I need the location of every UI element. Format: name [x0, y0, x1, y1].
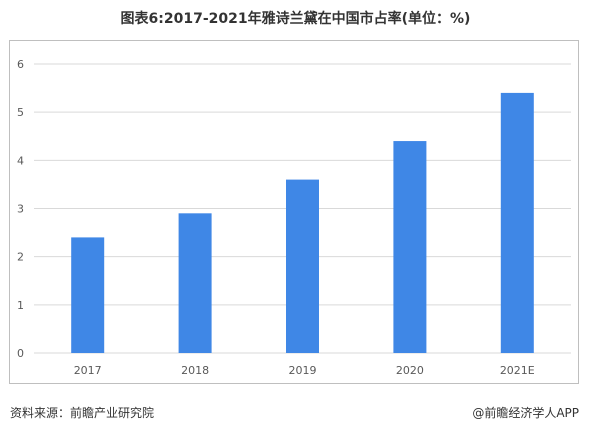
- y-tick-label: 4: [17, 154, 24, 167]
- y-tick-label: 5: [17, 106, 24, 119]
- bar-2021E: [500, 92, 534, 354]
- y-tick-label: 2: [17, 251, 24, 264]
- source-note: 资料来源：前瞻产业研究院: [10, 406, 155, 420]
- y-tick-label: 1: [17, 299, 24, 312]
- y-axis-ticks: 0 1 2 3 4 5 6: [17, 58, 24, 360]
- bars: [71, 92, 534, 354]
- x-tick-label: 2018: [181, 364, 209, 377]
- x-tick-label: 2021E: [500, 364, 535, 377]
- bar-2019: [286, 179, 319, 353]
- x-tick-label: 2019: [289, 364, 317, 377]
- y-tick-label: 6: [17, 58, 24, 71]
- x-tick-label: 2020: [396, 364, 424, 377]
- x-axis-ticks: 2017 2018 2019 2020 2021E: [74, 364, 535, 377]
- bar-2020: [393, 141, 427, 353]
- chart-title: 图表6:2017-2021年雅诗兰黛在中国市占率(单位：%): [120, 11, 471, 27]
- y-tick-label: 0: [17, 347, 24, 360]
- bar-2018: [178, 213, 212, 353]
- y-tick-label: 3: [17, 203, 24, 216]
- credit-note: @前瞻经济学人APP: [472, 406, 579, 420]
- x-tick-label: 2017: [74, 364, 102, 377]
- bar-2017: [71, 237, 105, 353]
